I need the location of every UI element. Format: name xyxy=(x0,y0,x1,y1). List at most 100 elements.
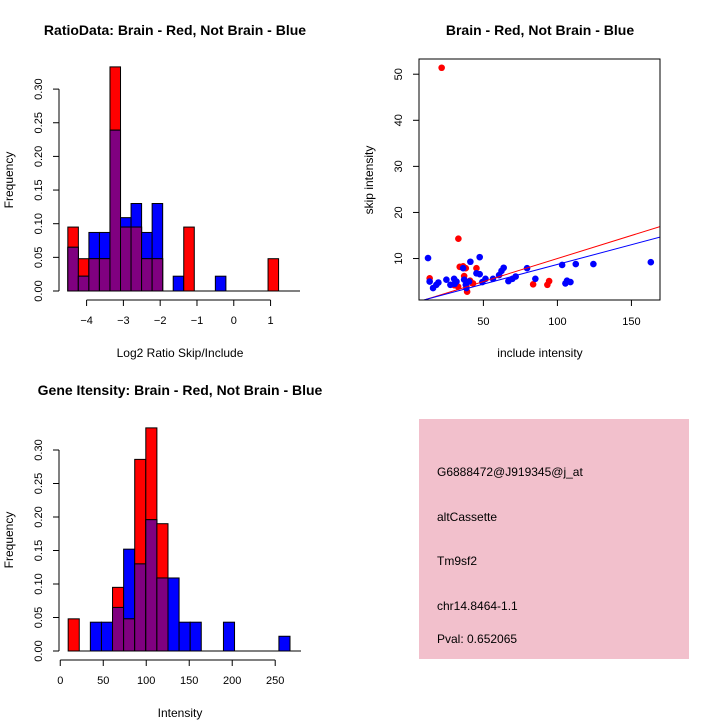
y-tick-label: 10 xyxy=(393,252,405,264)
x-tick-label: 1 xyxy=(268,315,274,327)
bar-not-brain xyxy=(214,275,227,292)
x-tick-label: 100 xyxy=(548,316,566,328)
x-tick-label: −2 xyxy=(154,315,167,327)
bar-not-brain xyxy=(167,577,180,652)
bar-brain xyxy=(67,618,80,652)
y-tick-label: 30 xyxy=(393,160,405,172)
fit-line-not-brain xyxy=(421,236,660,300)
x-tick-label: −3 xyxy=(117,315,130,327)
x-tick-label: 100 xyxy=(137,675,155,687)
fit-line-brain xyxy=(422,226,660,300)
point-brain xyxy=(529,281,537,288)
y-tick-label: 0.30 xyxy=(33,78,45,99)
event-type: altCassette xyxy=(437,510,497,524)
x-axis-label: include intensity xyxy=(497,346,582,360)
bar-not-brain xyxy=(278,635,291,652)
point-brain xyxy=(455,235,462,243)
gene-intensity-histogram: Gene Itensity: Brain - Red, Not Brain - … xyxy=(2,382,323,720)
point-not-brain xyxy=(453,278,460,285)
gene-name: Tm9sf2 xyxy=(437,554,477,568)
ratio-histogram: RatioData: Brain - Red, Not Brain - Blue… xyxy=(2,22,306,360)
chart-title: RatioData: Brain - Red, Not Brain - Blue xyxy=(44,22,306,38)
bar-overlap xyxy=(112,606,125,652)
y-tick-label: 0.30 xyxy=(33,439,45,460)
point-not-brain xyxy=(435,279,442,286)
bar-overlap xyxy=(145,519,158,652)
bar-overlap xyxy=(88,258,100,292)
info-panel-background xyxy=(419,419,689,659)
intensity-scatter: Brain - Red, Not Brain - Blue include in… xyxy=(362,22,661,360)
y-tick-label: 0.20 xyxy=(33,506,45,527)
point-not-brain xyxy=(567,278,574,286)
x-tick-label: 0 xyxy=(231,315,237,327)
chart-title: Brain - Red, Not Brain - Blue xyxy=(446,22,634,38)
point-not-brain xyxy=(647,258,655,266)
bar-not-brain xyxy=(222,621,236,652)
y-axis-label: Frequency xyxy=(2,152,16,209)
point-not-brain xyxy=(476,253,483,261)
point-not-brain xyxy=(459,264,467,272)
plot-box xyxy=(418,58,661,301)
point-not-brain xyxy=(426,278,433,285)
bar-overlap xyxy=(77,275,90,292)
y-tick-label: 0.00 xyxy=(33,640,45,661)
bar-not-brain xyxy=(189,621,202,652)
x-tick-label: 150 xyxy=(180,675,198,687)
y-tick-label: 40 xyxy=(393,114,405,126)
y-tick-label: 0.25 xyxy=(33,112,45,133)
genomic-location: chr14.8464-1.1 xyxy=(437,599,518,613)
point-brain xyxy=(473,264,480,272)
point-not-brain xyxy=(532,275,539,283)
bar-overlap xyxy=(134,563,147,652)
y-tick-label: 0.05 xyxy=(33,247,45,268)
y-tick-label: 0.00 xyxy=(33,280,45,301)
bar-overlap xyxy=(141,258,153,292)
bar-overlap xyxy=(156,577,169,652)
y-tick-label: 0.20 xyxy=(33,146,45,167)
y-tick-label: 0.05 xyxy=(33,607,45,628)
bar-overlap xyxy=(67,246,79,292)
y-axis-label: skip intensity xyxy=(362,146,376,215)
x-tick-label: −1 xyxy=(191,315,204,327)
bar-overlap xyxy=(120,226,132,292)
point-brain xyxy=(438,64,445,72)
y-tick-label: 0.10 xyxy=(33,573,45,594)
point-not-brain xyxy=(465,278,473,285)
x-tick-label: 0 xyxy=(57,675,63,687)
bar-not-brain xyxy=(89,621,102,652)
bar-overlap xyxy=(98,258,111,292)
bar-not-brain xyxy=(178,621,191,652)
x-tick-label: 250 xyxy=(266,675,284,687)
bar-overlap xyxy=(123,618,136,652)
pval: Pval: 0.652065 xyxy=(437,632,517,646)
point-not-brain xyxy=(572,260,580,268)
point-not-brain xyxy=(467,258,474,266)
chart-title: Gene Itensity: Brain - Red, Not Brain - … xyxy=(38,382,323,398)
x-tick-label: 150 xyxy=(622,316,640,328)
x-tick-label: 200 xyxy=(223,675,241,687)
bar-not-brain xyxy=(172,275,185,292)
plot-area xyxy=(421,64,660,300)
point-not-brain xyxy=(500,264,507,272)
point-not-brain xyxy=(476,270,483,278)
y-tick-label: 0.15 xyxy=(33,540,45,561)
bar-overlap xyxy=(130,226,143,292)
info-panel: G6888472@J919345@j_at altCassette Tm9sf2… xyxy=(419,419,689,659)
y-tick-label: 0.10 xyxy=(33,213,45,234)
bar-brain xyxy=(267,258,280,292)
x-tick-label: −4 xyxy=(80,315,93,327)
bar-overlap xyxy=(109,129,122,292)
bar-not-brain xyxy=(100,621,114,652)
x-axis-label: Intensity xyxy=(158,706,203,720)
bar-overlap xyxy=(151,258,164,292)
y-tick-label: 50 xyxy=(393,68,405,80)
y-tick-label: 20 xyxy=(393,206,405,218)
point-not-brain xyxy=(443,276,450,284)
point-not-brain xyxy=(424,254,432,262)
x-tick-label: 50 xyxy=(97,675,109,687)
y-tick-label: 0.15 xyxy=(33,179,45,200)
y-tick-label: 0.25 xyxy=(33,473,45,494)
point-brain xyxy=(545,277,553,285)
bar-brain xyxy=(183,226,195,292)
